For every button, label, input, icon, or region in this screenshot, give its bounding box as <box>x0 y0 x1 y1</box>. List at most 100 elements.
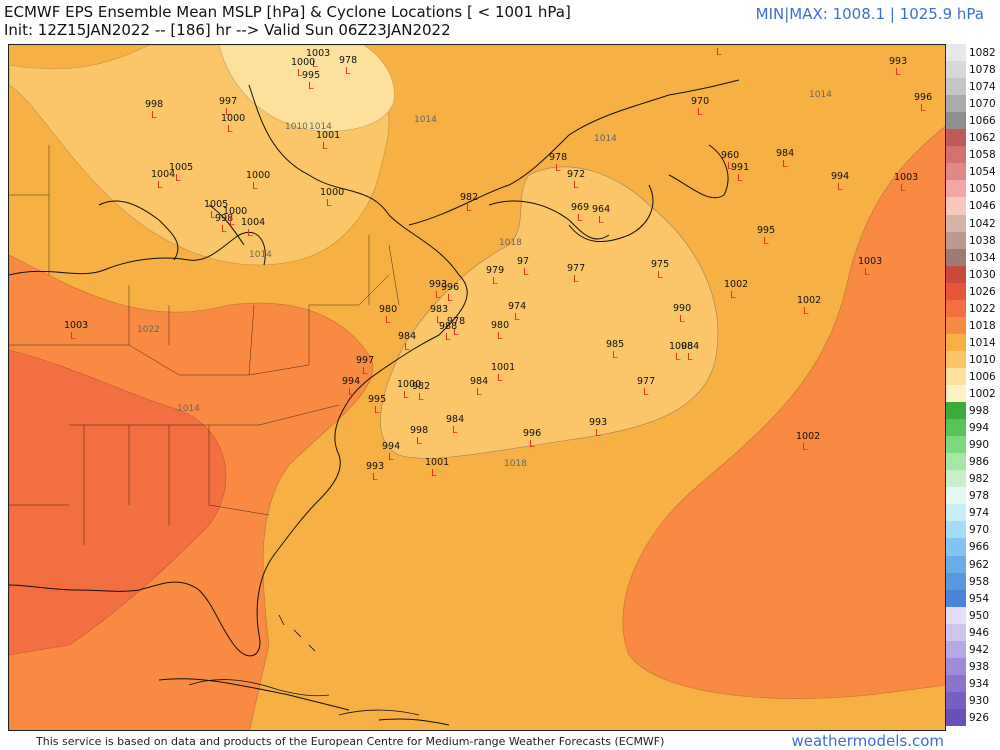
isobar-label: 1014 <box>594 134 617 144</box>
low-symbol: L <box>388 452 394 463</box>
cyclone-pressure-label: 964 <box>592 204 610 215</box>
cyclone-marker[interactable]: 97L <box>517 256 529 278</box>
low-symbol: L <box>221 224 227 235</box>
cyclone-pressure-label: 980 <box>379 304 397 315</box>
colorbar-label: 978 <box>969 490 990 503</box>
cyclone-pressure-label: 1005 <box>204 199 228 210</box>
low-symbol: L <box>151 110 157 121</box>
cyclone-pressure-label: 982 <box>460 192 478 203</box>
cyclone-marker[interactable]: 966L <box>710 45 728 58</box>
pressure-map[interactable]: 1014 1014 1014 1014 1010 1014 1018 1022 1014 1018… <box>8 44 946 731</box>
cyclone-pressure-label: 1000 <box>246 170 270 181</box>
cyclone-pressure-label: 983 <box>430 304 448 315</box>
colorbar-label: 926 <box>969 711 990 724</box>
low-symbol: L <box>476 387 482 398</box>
colorbar-segment <box>946 231 966 250</box>
low-symbol: L <box>403 390 409 401</box>
cyclone-pressure-label: 1005 <box>169 162 193 173</box>
cyclone-pressure-label: 993 <box>589 417 607 428</box>
field-1018-east <box>622 126 945 699</box>
colorbar-label: 970 <box>969 524 990 537</box>
colorbar-label: 1078 <box>969 64 996 77</box>
low-symbol: L <box>435 290 441 301</box>
colorbar-segment <box>946 282 966 301</box>
low-symbol: L <box>687 352 693 363</box>
cyclone-pressure-label: 1004 <box>241 217 265 228</box>
cyclone-pressure-label: 995 <box>368 394 386 405</box>
colorbar-segment <box>946 691 966 710</box>
attribution-text: This service is based on data and produc… <box>36 735 665 748</box>
brand-link[interactable]: weathermodels.com <box>791 732 944 750</box>
cyclone-pressure-label: 1000 <box>221 113 245 124</box>
field-1006 <box>218 45 395 132</box>
colorbar-label: 1046 <box>969 200 996 213</box>
